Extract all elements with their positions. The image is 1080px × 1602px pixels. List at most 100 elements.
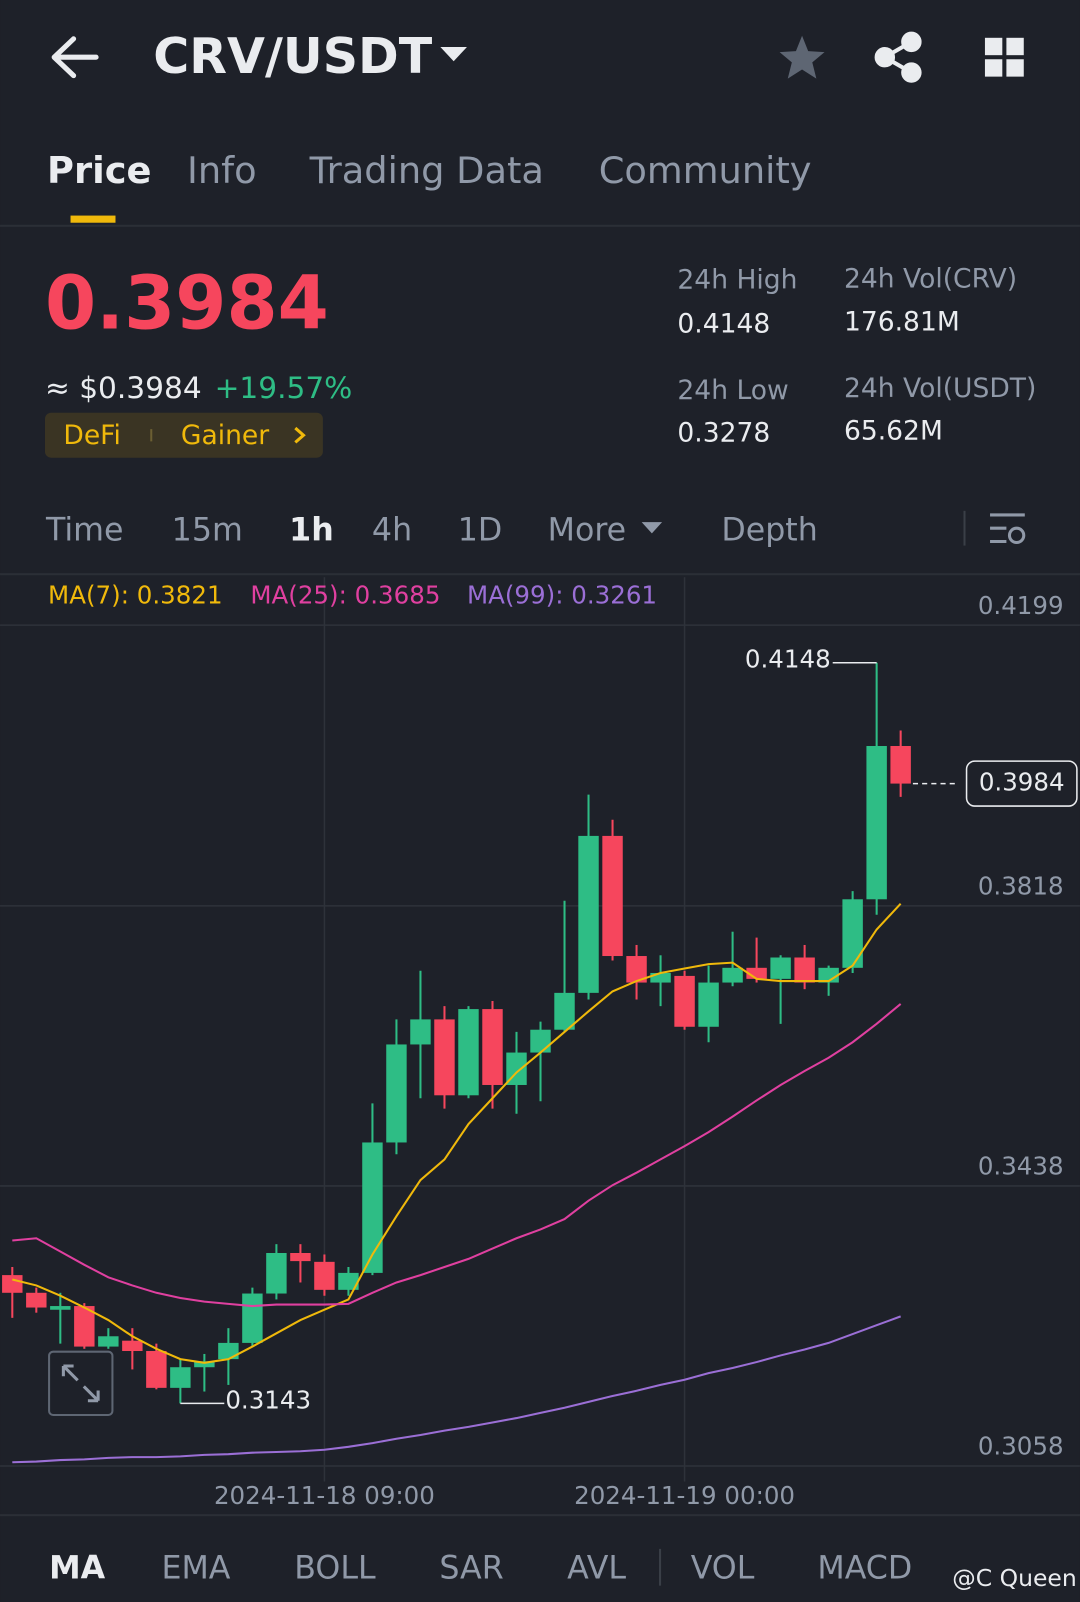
candle-body bbox=[722, 967, 743, 983]
candle-body bbox=[674, 975, 695, 1027]
interval[interactable]: Depth bbox=[721, 512, 817, 548]
x-tick-label: 2024-11-18 09:00 bbox=[214, 1481, 435, 1510]
interval[interactable]: 15m bbox=[172, 512, 243, 548]
indicator[interactable]: AVL bbox=[567, 1550, 626, 1586]
candle-body bbox=[530, 1029, 551, 1053]
candle-body bbox=[26, 1292, 47, 1308]
indicator[interactable]: EMA bbox=[161, 1550, 230, 1586]
candle-body bbox=[650, 972, 671, 983]
stat-value: 176.81M bbox=[844, 306, 960, 337]
candle-body bbox=[410, 1019, 431, 1045]
interval[interactable]: 1D bbox=[458, 512, 503, 548]
candle-body bbox=[434, 1019, 455, 1096]
high-label: 0.4148 bbox=[745, 645, 831, 674]
candle-body bbox=[626, 956, 647, 983]
candle-body bbox=[362, 1142, 383, 1273]
divider bbox=[659, 1548, 662, 1586]
legend-entry: MA(99): 0.3261 bbox=[467, 581, 657, 610]
current-price-box bbox=[965, 760, 1078, 807]
tag[interactable]: DeFi bbox=[63, 420, 120, 451]
candle-body bbox=[290, 1252, 311, 1262]
watermark: @C Queen bbox=[952, 1564, 1077, 1592]
stat-label: 24h Vol(USDT) bbox=[844, 373, 1036, 404]
x-tick-label: 2024-11-19 00:00 bbox=[574, 1481, 795, 1510]
share-icon[interactable] bbox=[874, 31, 922, 83]
tab-indicator bbox=[70, 215, 116, 223]
interval[interactable]: Time bbox=[45, 512, 123, 548]
ma-line bbox=[12, 903, 902, 1364]
divider bbox=[0, 1514, 1080, 1517]
tab[interactable]: Info bbox=[187, 149, 257, 192]
candle-body bbox=[242, 1293, 263, 1343]
divider bbox=[963, 510, 966, 546]
candle-body bbox=[890, 746, 911, 784]
candle-body bbox=[146, 1351, 167, 1388]
candle-body bbox=[218, 1342, 239, 1360]
indicator[interactable]: BOLL bbox=[294, 1550, 376, 1586]
tab[interactable]: Price bbox=[47, 149, 151, 192]
candle-body bbox=[74, 1306, 95, 1347]
ma-line bbox=[12, 1315, 902, 1464]
stat-label: 24h Low bbox=[677, 375, 788, 406]
pair-dropdown[interactable] bbox=[440, 46, 467, 62]
candle-body bbox=[98, 1336, 119, 1347]
candle-body bbox=[482, 1009, 503, 1085]
candle-body bbox=[842, 899, 863, 968]
candle-body bbox=[170, 1367, 191, 1388]
low-label: 0.3143 bbox=[225, 1385, 311, 1414]
tag[interactable]: Gainer bbox=[181, 420, 269, 451]
candle-body bbox=[770, 957, 791, 979]
interval[interactable]: 4h bbox=[372, 512, 412, 548]
candlestick-chart: 0.4199 0.3818 0.3438 0.3058 2024-11-18 09:00… bbox=[0, 577, 1080, 1510]
tag-box[interactable] bbox=[44, 412, 323, 458]
candle-body bbox=[602, 835, 623, 957]
candle-body bbox=[554, 992, 575, 1030]
y-tick-label: 0.4199 bbox=[978, 591, 1064, 620]
back-button[interactable] bbox=[51, 36, 99, 79]
indicator[interactable]: MACD bbox=[817, 1550, 912, 1586]
favorite-icon[interactable] bbox=[779, 35, 825, 79]
menu-icon[interactable] bbox=[984, 37, 1024, 77]
divider bbox=[0, 224, 1080, 227]
indicator[interactable]: MA bbox=[49, 1550, 106, 1586]
candle-body bbox=[194, 1361, 215, 1368]
y-tick-label: 0.3058 bbox=[978, 1432, 1064, 1461]
ma-line bbox=[12, 1003, 902, 1308]
candle-body bbox=[578, 835, 599, 993]
stat-label: 24h High bbox=[677, 264, 797, 295]
indicator[interactable]: VOL bbox=[691, 1550, 755, 1586]
candle-body bbox=[746, 967, 767, 979]
tag-separator bbox=[150, 429, 153, 442]
stat-value: 0.4148 bbox=[677, 308, 770, 339]
tab[interactable]: Trading Data bbox=[309, 149, 544, 192]
last-price: 0.3984 bbox=[45, 262, 329, 347]
legend-entry: MA(7): 0.3821 bbox=[48, 581, 222, 610]
more-dropdown[interactable] bbox=[641, 522, 663, 534]
chart-settings-icon[interactable] bbox=[990, 513, 1026, 545]
interval[interactable]: More bbox=[548, 512, 626, 548]
tag-chevron bbox=[294, 426, 306, 444]
y-tick-label: 0.3438 bbox=[978, 1152, 1064, 1181]
stat-value: 0.3278 bbox=[677, 418, 770, 449]
y-tick-label: 0.3818 bbox=[978, 872, 1064, 901]
candle-body bbox=[2, 1275, 23, 1293]
candle-body bbox=[338, 1272, 359, 1290]
candle-body bbox=[50, 1306, 71, 1310]
candle-body bbox=[866, 746, 887, 900]
candle-body bbox=[698, 982, 719, 1027]
divider bbox=[0, 573, 1080, 576]
stat-label: 24h Vol(CRV) bbox=[844, 263, 1017, 294]
candle-body bbox=[122, 1340, 143, 1352]
indicator[interactable]: SAR bbox=[439, 1550, 503, 1586]
candle-body bbox=[458, 1009, 479, 1096]
tab[interactable]: Community bbox=[599, 149, 812, 192]
legend-entry: MA(25): 0.3685 bbox=[250, 581, 440, 610]
pair-title[interactable]: CRV/USDT bbox=[153, 27, 432, 85]
interval[interactable]: 1h bbox=[289, 512, 334, 548]
stat-value: 65.62M bbox=[844, 416, 943, 447]
expand-button[interactable] bbox=[48, 1350, 114, 1417]
candle-body bbox=[314, 1261, 335, 1290]
candle-body bbox=[794, 957, 815, 983]
